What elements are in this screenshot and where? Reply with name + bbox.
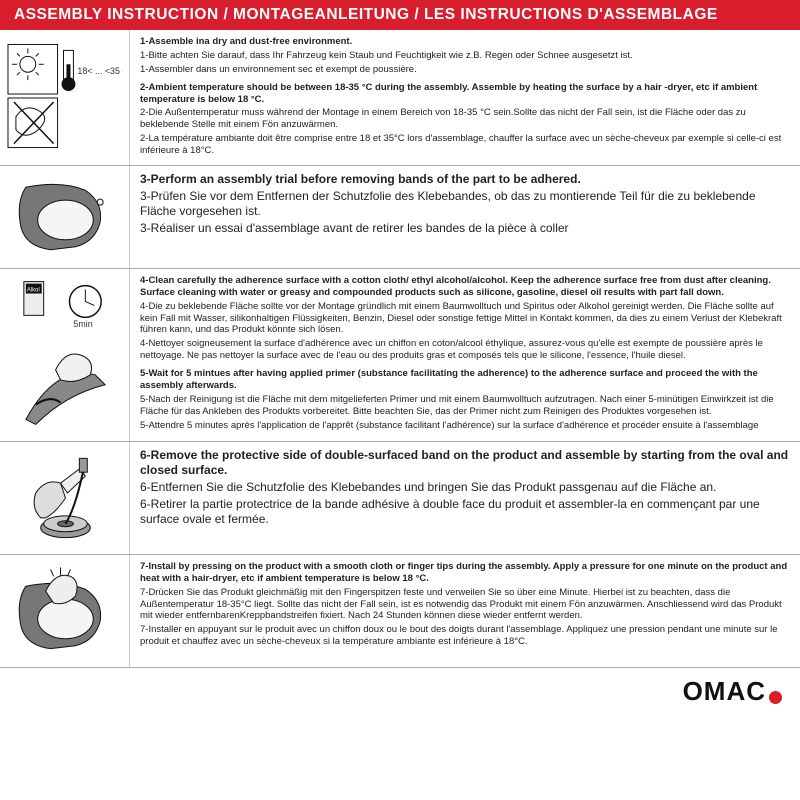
step3-fr: 3-Réaliser un essai d'assemblage avant d… [140,221,790,236]
row1-text: 1-Assemble ina dry and dust-free environ… [130,30,800,165]
row5-text: 7-Install by pressing on the product wit… [130,555,800,667]
step5-de: 5-Nach der Reinigung ist die Fläche mit … [140,394,790,418]
step7-en: 7-Install by pressing on the product wit… [140,561,790,585]
step1-de: 1-Bitte achten Sie darauf, dass Ihr Fahr… [140,50,790,62]
step2-en: 2-Ambient temperature should be between … [140,82,790,106]
svg-text:5min: 5min [73,319,92,329]
peel-tape-icon [6,448,123,548]
row1-illustration: 18< ... <35 C [0,30,130,165]
instruction-row-1: 18< ... <35 C 1-Assemble ina dry and dus… [0,30,800,166]
instruction-row-4: 6-Remove the protective side of double-s… [0,442,800,555]
step7-fr: 7-Installer en appuyant sur le produit a… [140,624,790,648]
row5-illustration [0,555,130,667]
footer: OMAC [0,668,800,707]
step4-fr: 4-Nettoyer soigneusement la surface d'ad… [140,338,790,362]
step1-en: 1-Assemble ina dry and dust-free environ… [140,36,790,48]
step6-de: 6-Entfernen Sie die Schutzfolie des Kleb… [140,480,790,495]
row3-text: 4-Clean carefully the adherence surface … [130,269,800,441]
instruction-row-3: Alkol 5min 4-Clean carefully the adheren… [0,269,800,442]
header-title: ASSEMBLY INSTRUCTION / MONTAGEANLEITUNG … [0,0,800,30]
brand-logo: OMAC [683,676,782,707]
row4-illustration [0,442,130,554]
press-install-icon [6,561,123,661]
instruction-row-5: 7-Install by pressing on the product wit… [0,555,800,668]
instruction-rows: 18< ... <35 C 1-Assemble ina dry and dus… [0,30,800,668]
mirror-trial-icon [6,172,123,262]
brand-logo-dot-icon [769,691,782,704]
row2-text: 3-Perform an assembly trial before remov… [130,166,800,268]
clean-wait-icon: Alkol 5min [6,275,123,435]
step5-en: 5-Wait for 5 mintues after having applie… [140,368,790,392]
step2-de: 2-Die Außentemperatur muss während der M… [140,107,790,131]
row3-illustration: Alkol 5min [0,269,130,441]
step4-de: 4-Die zu beklebende Fläche sollte vor de… [140,301,790,337]
step6-en: 6-Remove the protective side of double-s… [140,448,790,478]
step3-en: 3-Perform an assembly trial before remov… [140,172,790,187]
brand-logo-text: OMAC [683,676,766,707]
svg-text:Alkol: Alkol [27,287,40,293]
sun-thermometer-icon: 18< ... <35 C [6,42,123,152]
step5-fr: 5-Attendre 5 minutes après l'application… [140,420,790,432]
step2-fr: 2-La température ambiante doit être comp… [140,133,790,157]
step3-de: 3-Prüfen Sie vor dem Entfernen der Schut… [140,189,790,219]
instruction-row-2: 3-Perform an assembly trial before remov… [0,166,800,269]
row2-illustration [0,166,130,268]
step4-en: 4-Clean carefully the adherence surface … [140,275,790,299]
step7-de: 7-Drücken Sie das Produkt gleichmäßig mi… [140,587,790,623]
svg-text:18< ... <35 C: 18< ... <35 C [77,67,123,77]
row4-text: 6-Remove the protective side of double-s… [130,442,800,554]
step6-fr: 6-Retirer la partie protectrice de la ba… [140,497,790,527]
step1-fr: 1-Assembler dans un environnement sec et… [140,64,790,76]
